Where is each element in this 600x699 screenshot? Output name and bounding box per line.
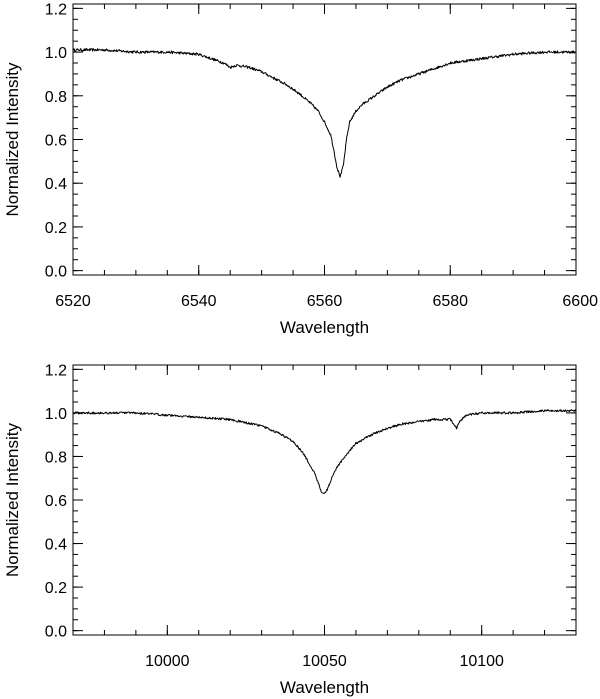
spectrum-line — [72, 409, 577, 494]
x-axis-title: Wavelength — [280, 678, 369, 697]
y-tick-label: 1.0 — [45, 406, 67, 423]
x-tick-label: 6520 — [55, 293, 91, 310]
plot-frame — [72, 364, 577, 636]
y-tick-label: 0.2 — [45, 220, 67, 237]
plot-frame — [72, 3, 577, 276]
y-tick-label: 0.4 — [45, 537, 67, 554]
halpha-spectrum-panel: 6520 6540 6560 6580 6600 0.0 0.2 0.4 0.6 0.8 1.0 1.… — [3, 1, 598, 337]
x-tick-label: 10000 — [145, 653, 190, 670]
y-tick-label: 0.6 — [45, 133, 67, 150]
y-tick-label: 0.8 — [45, 89, 67, 106]
x-tick-label: 6540 — [181, 293, 217, 310]
y-axis-title: Normalized Intensity — [3, 423, 22, 578]
y-tick-label: 1.2 — [45, 362, 67, 379]
paschen-delta-spectrum-panel: 10000 10050 10100 0.0 0.2 0.4 0.6 0.8 1.0 1.2 Wave… — [3, 362, 577, 697]
y-axis-title: Normalized Intensity — [3, 62, 22, 217]
y-tick-label: 0.0 — [45, 624, 67, 641]
x-tick-label: 6560 — [307, 293, 343, 310]
x-tick-label: 6600 — [562, 293, 598, 310]
x-tick-label: 6580 — [432, 293, 468, 310]
y-tick-label: 0.8 — [45, 449, 67, 466]
spectrum-line — [72, 48, 577, 178]
y-tick-label: 0.2 — [45, 580, 67, 597]
x-axis-title: Wavelength — [280, 318, 369, 337]
y-tick-label: 0.0 — [45, 264, 67, 281]
y-tick-label: 1.0 — [45, 45, 67, 62]
y-tick-label: 0.6 — [45, 493, 67, 510]
x-tick-label: 10100 — [459, 653, 504, 670]
x-tick-label: 10050 — [302, 653, 347, 670]
y-tick-label: 1.2 — [45, 1, 67, 18]
y-tick-label: 0.4 — [45, 176, 67, 193]
